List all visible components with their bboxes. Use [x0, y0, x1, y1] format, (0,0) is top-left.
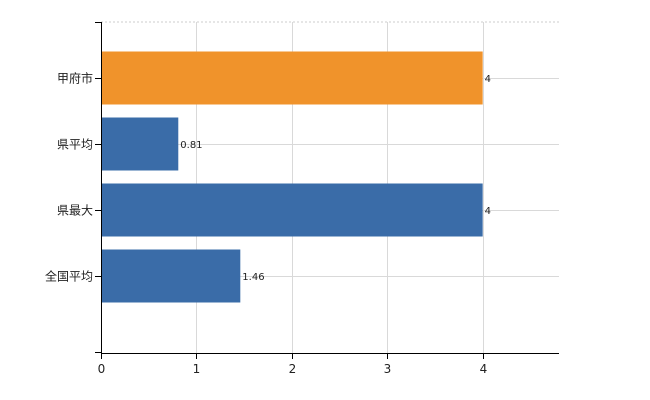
category-label-2: 県最大 [57, 204, 93, 218]
bar-value-label-1: 0.81 [180, 140, 202, 151]
x-tick-label-2: 2 [289, 362, 297, 376]
category-label-3: 全国平均 [45, 269, 93, 284]
x-tick-label-3: 3 [384, 362, 392, 376]
x-tick-label-1: 1 [193, 362, 201, 376]
bar-3 [102, 249, 241, 303]
bar-1 [102, 117, 179, 171]
axes [95, 22, 559, 359]
bar-value-label-3: 1.46 [242, 272, 264, 283]
bar-2 [102, 183, 483, 237]
category-label-0: 甲府市 [57, 71, 93, 86]
category-label-1: 県平均 [57, 138, 93, 152]
bar-value-label-2: 4 [485, 206, 491, 217]
bars [102, 51, 483, 303]
x-tick-label-4: 4 [480, 362, 488, 376]
x-tick-label-0: 0 [98, 362, 106, 376]
bar-0 [102, 51, 483, 105]
bar-value-label-0: 4 [485, 74, 491, 85]
